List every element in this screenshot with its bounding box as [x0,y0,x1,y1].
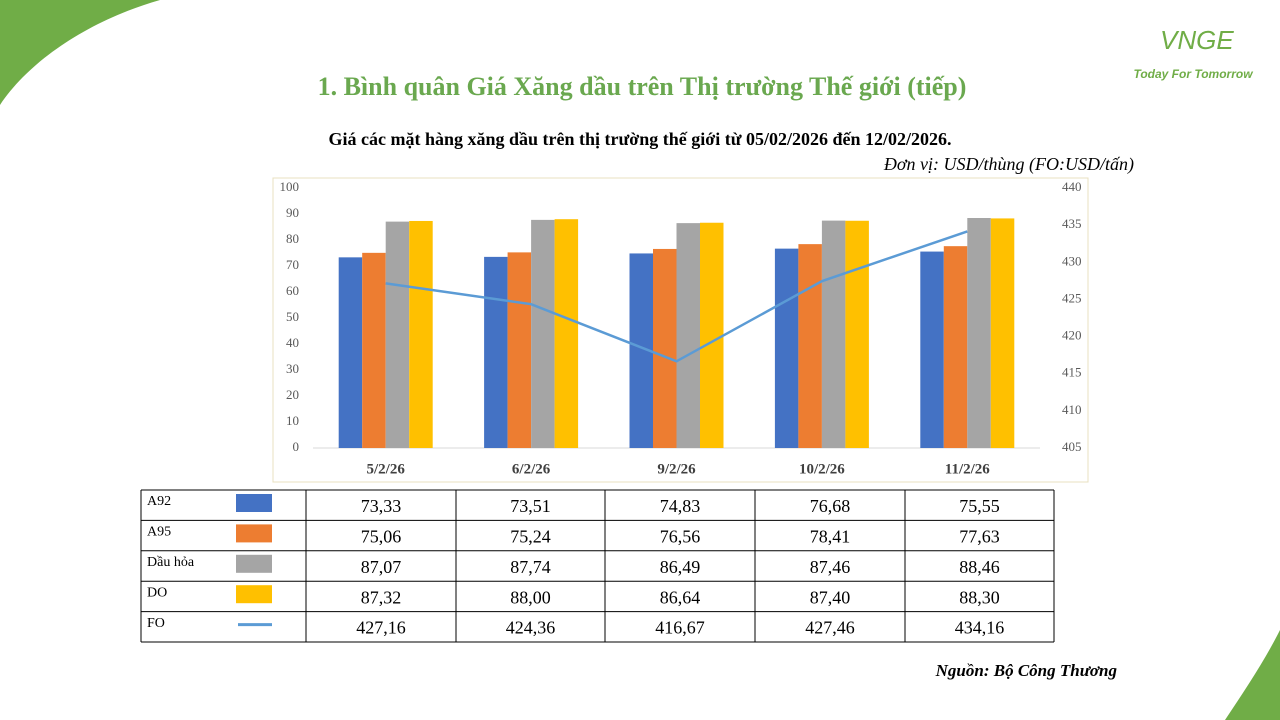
x-tick-label: 5/2/26 [367,461,406,477]
data-label: 78,41 [810,527,851,547]
data-label: 77,63 [959,527,1000,547]
y-tick-label: 10 [286,413,299,428]
y2-tick-label: 405 [1062,439,1082,454]
data-label: 76,56 [660,527,701,547]
data-label: 416,67 [655,618,705,638]
corner-decoration [0,0,160,105]
x-tick-label: 10/2/26 [799,461,845,477]
bar [798,244,822,448]
y2-tick-label: 410 [1062,402,1082,417]
y-tick-label: 60 [286,283,299,298]
slide-title: 1. Bình quân Giá Xăng dầu trên Thị trườn… [318,72,967,101]
y-tick-label: 30 [286,361,299,376]
legend-label: FO [147,616,165,631]
chart-subtitle: Đơn vị: USD/thùng (FO:USD/tấn) [883,154,1134,175]
bar [629,253,653,448]
data-label: 87,74 [510,557,551,577]
bar [774,248,799,448]
data-label: 88,46 [959,557,1000,577]
bar [507,252,532,448]
chart-title: Giá các mặt hàng xăng dầu trên thị trườn… [328,129,951,149]
y-tick-label: 20 [286,387,299,402]
bar [845,220,869,448]
data-label: 427,46 [805,618,855,638]
data-label: 434,16 [955,618,1005,638]
y-tick-label: 90 [286,205,299,220]
x-tick-label: 6/2/26 [512,461,551,477]
tagline: Today For Tomorrow [1133,67,1253,81]
y-tick-label: 70 [286,257,299,272]
data-label: 75,55 [959,496,1000,516]
line [385,230,968,363]
data-label: 86,64 [660,587,701,607]
bar [409,220,433,448]
bar [676,223,700,448]
y-tick-label: 40 [286,335,299,350]
legend-swatch [236,554,272,573]
data-label: 76,68 [810,496,851,516]
bar [990,218,1015,448]
x-tick-label: 11/2/26 [945,461,991,477]
bar [338,257,363,448]
data-label: 88,00 [510,587,551,607]
data-label: 87,07 [361,557,402,577]
y-tick-label: 80 [286,231,299,246]
bar [920,251,944,448]
bar [385,221,410,448]
legend-label: DO [147,585,167,600]
y2-tick-label: 440 [1062,179,1082,194]
bar [943,246,968,448]
data-label: 87,40 [810,587,851,607]
source: Nguồn: Bộ Công Thương [935,661,1118,680]
legend-label: A92 [147,494,171,509]
data-label: 75,24 [510,527,551,547]
y-tick-label: 0 [293,439,300,454]
bar [484,256,508,448]
bar [967,218,991,448]
x-tick-label: 9/2/26 [657,461,696,477]
legend-swatch [236,494,272,512]
y2-tick-label: 425 [1062,290,1082,305]
legend-swatch [236,524,272,543]
bar [531,219,555,448]
y2-tick-label: 420 [1062,328,1082,343]
bar [821,220,846,448]
y-tick-label: 50 [286,309,299,324]
data-label: 424,36 [506,618,556,638]
data-label: 87,32 [361,587,402,607]
corner-decoration [1225,630,1280,720]
legend-swatch [236,585,272,604]
data-label: 87,46 [810,557,851,577]
data-label: 75,06 [361,527,402,547]
legend-label: Dầu hỏa [147,555,195,570]
y-tick-label: 100 [280,179,300,194]
bar [700,222,724,448]
bar [362,252,386,448]
bar [554,219,579,448]
legend-label: A95 [147,525,171,540]
data-label: 74,83 [660,496,701,516]
data-label: 73,51 [510,496,551,516]
y2-tick-label: 415 [1062,365,1082,380]
data-label: 88,30 [959,587,1000,607]
data-label: 86,49 [660,557,701,577]
bar [653,248,677,448]
data-label: 73,33 [361,496,402,516]
y2-tick-label: 430 [1062,253,1082,268]
data-label: 427,16 [356,618,406,638]
logo: VNGE [1160,25,1234,55]
y2-tick-label: 435 [1062,216,1082,231]
